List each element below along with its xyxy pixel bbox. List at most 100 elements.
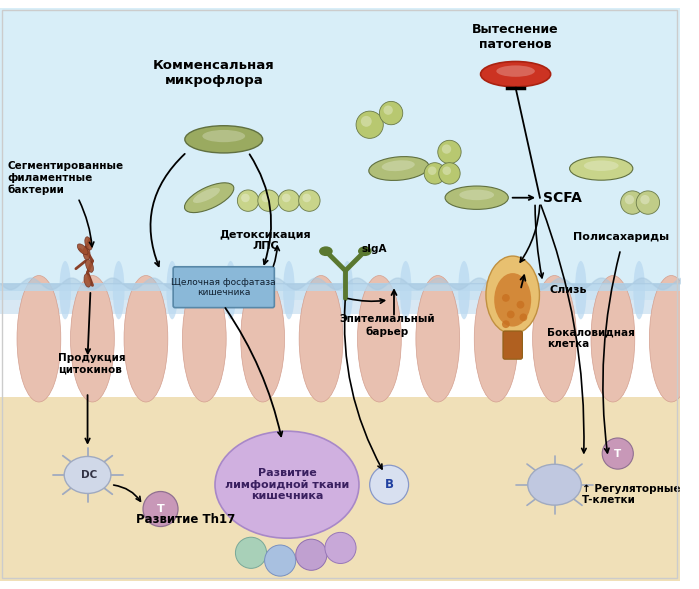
Ellipse shape <box>416 276 460 402</box>
Bar <box>0 397 680 581</box>
Ellipse shape <box>486 256 540 334</box>
Ellipse shape <box>185 183 234 213</box>
Circle shape <box>282 194 291 202</box>
Bar <box>0 8 680 300</box>
Ellipse shape <box>533 276 577 402</box>
Text: Слизь: Слизь <box>549 285 587 295</box>
Ellipse shape <box>17 276 61 402</box>
Circle shape <box>625 195 634 204</box>
Circle shape <box>143 491 178 527</box>
Ellipse shape <box>166 261 178 319</box>
Circle shape <box>507 310 514 318</box>
Ellipse shape <box>459 190 494 200</box>
Text: SCFA: SCFA <box>543 191 582 205</box>
Text: Детоксикация
ЛПС: Детоксикация ЛПС <box>219 230 311 252</box>
Ellipse shape <box>84 274 91 287</box>
Ellipse shape <box>240 276 284 402</box>
Text: ↑ Регуляторные
Т-клетки: ↑ Регуляторные Т-клетки <box>582 484 680 505</box>
Circle shape <box>438 140 461 164</box>
Text: Продукция
цитокинов: Продукция цитокинов <box>59 353 126 375</box>
Text: Бокаловидная
клетка: Бокаловидная клетка <box>547 327 635 349</box>
Ellipse shape <box>342 261 353 319</box>
Circle shape <box>428 167 436 175</box>
Text: Вытеснение
патогенов: Вытеснение патогенов <box>473 22 559 51</box>
Circle shape <box>442 144 452 154</box>
Ellipse shape <box>78 244 88 254</box>
Circle shape <box>380 101 403 125</box>
Ellipse shape <box>357 276 401 402</box>
Text: Комменсальная
микрофлора: Комменсальная микрофлора <box>153 58 275 87</box>
Circle shape <box>370 465 409 504</box>
Circle shape <box>238 190 259 211</box>
FancyBboxPatch shape <box>173 267 274 307</box>
Text: DC: DC <box>81 470 98 480</box>
Circle shape <box>603 438 633 469</box>
Circle shape <box>621 191 644 214</box>
Ellipse shape <box>124 276 168 402</box>
Ellipse shape <box>494 273 531 327</box>
Ellipse shape <box>633 261 645 319</box>
Ellipse shape <box>83 246 90 260</box>
Ellipse shape <box>400 261 412 319</box>
Ellipse shape <box>215 431 359 538</box>
Text: Сегментированные
филаментные
бактерии: Сегментированные филаментные бактерии <box>8 161 124 195</box>
Circle shape <box>265 545 296 576</box>
Circle shape <box>303 194 311 202</box>
Ellipse shape <box>445 186 508 209</box>
Circle shape <box>361 116 372 127</box>
Circle shape <box>640 195 649 204</box>
Circle shape <box>236 537 266 568</box>
Ellipse shape <box>528 464 582 505</box>
Ellipse shape <box>85 237 92 250</box>
Text: T: T <box>157 504 164 514</box>
Bar <box>0 283 680 291</box>
Ellipse shape <box>283 261 295 319</box>
Ellipse shape <box>459 261 470 319</box>
Ellipse shape <box>570 157 633 180</box>
Ellipse shape <box>474 276 518 402</box>
Ellipse shape <box>193 188 220 203</box>
Text: sIgA: sIgA <box>362 244 387 254</box>
Circle shape <box>258 190 279 211</box>
Ellipse shape <box>185 125 263 153</box>
Circle shape <box>502 320 510 328</box>
Circle shape <box>519 313 527 321</box>
Circle shape <box>517 301 524 309</box>
Text: B: B <box>384 478 394 491</box>
Circle shape <box>325 532 356 564</box>
Circle shape <box>502 294 510 302</box>
Ellipse shape <box>85 259 94 272</box>
Circle shape <box>356 111 383 138</box>
FancyBboxPatch shape <box>503 331 522 359</box>
Text: Развитие Th17: Развитие Th17 <box>136 513 236 526</box>
Ellipse shape <box>369 157 429 180</box>
Ellipse shape <box>591 276 635 402</box>
Circle shape <box>384 105 393 115</box>
Ellipse shape <box>575 261 586 319</box>
Ellipse shape <box>64 456 111 494</box>
Ellipse shape <box>59 261 71 319</box>
Ellipse shape <box>319 246 333 256</box>
Circle shape <box>424 163 445 184</box>
Text: Эпителиальный
барьер: Эпителиальный барьер <box>340 315 435 337</box>
Circle shape <box>439 163 460 184</box>
Ellipse shape <box>382 160 415 171</box>
Text: Полисахариды: Полисахариды <box>572 231 669 241</box>
Ellipse shape <box>224 261 236 319</box>
Ellipse shape <box>299 276 343 402</box>
Ellipse shape <box>496 65 535 77</box>
Circle shape <box>442 167 451 175</box>
Circle shape <box>298 190 320 211</box>
Text: Развитие
лимфоидной ткани
кишечника: Развитие лимфоидной ткани кишечника <box>225 468 349 501</box>
Circle shape <box>296 539 327 570</box>
Circle shape <box>241 194 250 202</box>
Ellipse shape <box>517 261 528 319</box>
Ellipse shape <box>584 160 619 171</box>
Circle shape <box>261 194 270 202</box>
Ellipse shape <box>202 130 245 142</box>
Ellipse shape <box>113 261 124 319</box>
Ellipse shape <box>358 246 372 256</box>
Text: T: T <box>614 449 621 459</box>
Circle shape <box>636 191 660 214</box>
Ellipse shape <box>481 61 551 87</box>
